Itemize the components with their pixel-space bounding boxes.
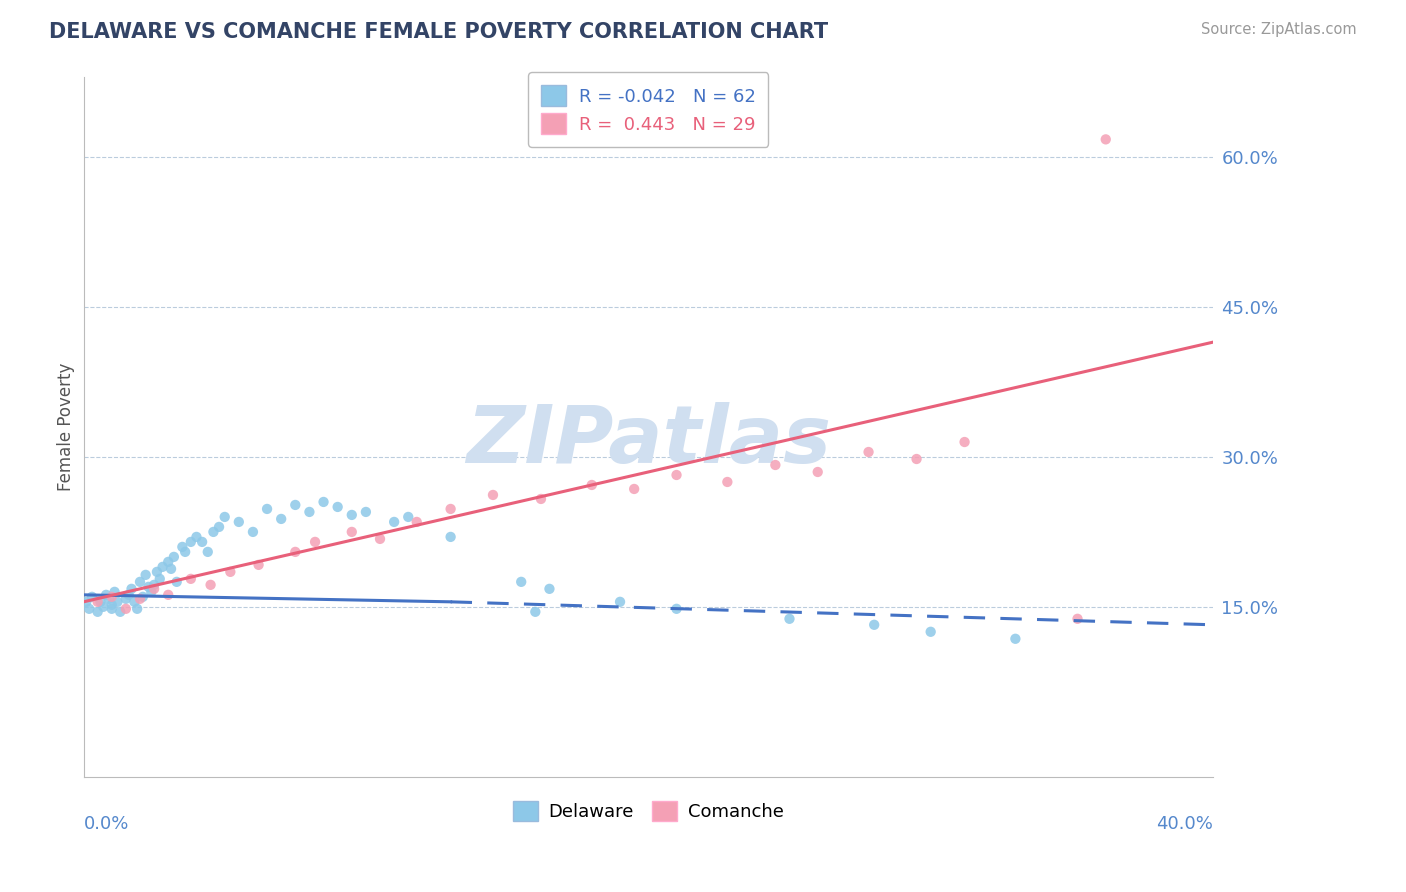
Point xyxy=(326,500,349,514)
Point xyxy=(110,605,132,619)
Point xyxy=(524,605,547,619)
Point xyxy=(530,491,553,506)
Point xyxy=(623,482,645,496)
Point xyxy=(340,524,363,539)
Point xyxy=(166,574,188,589)
Point xyxy=(200,578,222,592)
Point xyxy=(115,591,138,606)
Point xyxy=(174,545,197,559)
Point xyxy=(80,590,103,604)
Point xyxy=(284,498,307,512)
Point xyxy=(89,595,111,609)
Point xyxy=(312,495,335,509)
Point xyxy=(1066,612,1088,626)
Point xyxy=(127,602,149,616)
Point xyxy=(86,605,108,619)
Point xyxy=(228,515,250,529)
Point xyxy=(510,574,533,589)
Point xyxy=(368,532,391,546)
Point xyxy=(121,582,143,596)
Point xyxy=(953,435,976,450)
Point xyxy=(191,535,214,549)
Point xyxy=(665,467,688,482)
Point xyxy=(118,588,141,602)
Point xyxy=(77,602,100,616)
Point xyxy=(138,580,160,594)
Point xyxy=(208,520,231,534)
Point xyxy=(157,555,180,569)
Text: ZIPatlas: ZIPatlas xyxy=(465,402,831,480)
Point xyxy=(143,582,166,596)
Text: DELAWARE VS COMANCHE FEMALE POVERTY CORRELATION CHART: DELAWARE VS COMANCHE FEMALE POVERTY CORR… xyxy=(49,22,828,42)
Point xyxy=(97,591,120,606)
Point xyxy=(382,515,405,529)
Point xyxy=(405,515,427,529)
Point xyxy=(160,562,183,576)
Point xyxy=(609,595,631,609)
Point xyxy=(100,590,122,604)
Point xyxy=(124,595,146,609)
Point xyxy=(152,560,174,574)
Point xyxy=(247,558,270,572)
Point xyxy=(180,572,202,586)
Point xyxy=(146,565,169,579)
Point xyxy=(129,591,152,606)
Point xyxy=(270,512,292,526)
Point xyxy=(256,502,278,516)
Text: Source: ZipAtlas.com: Source: ZipAtlas.com xyxy=(1201,22,1357,37)
Text: 40.0%: 40.0% xyxy=(1156,815,1213,833)
Point xyxy=(858,445,880,459)
Point xyxy=(863,617,886,632)
Point xyxy=(157,588,180,602)
Point xyxy=(115,602,138,616)
Point xyxy=(103,584,125,599)
Point xyxy=(665,602,688,616)
Point xyxy=(135,567,157,582)
Point xyxy=(304,535,326,549)
Point xyxy=(763,458,786,472)
Point xyxy=(439,530,461,544)
Point xyxy=(141,584,163,599)
Point xyxy=(1094,132,1116,146)
Point xyxy=(172,540,194,554)
Point xyxy=(439,502,461,516)
Point xyxy=(202,524,225,539)
Point xyxy=(75,595,97,609)
Text: 0.0%: 0.0% xyxy=(83,815,129,833)
Point xyxy=(807,465,830,479)
Point xyxy=(100,602,122,616)
Point xyxy=(1004,632,1026,646)
Point xyxy=(143,578,166,592)
Point xyxy=(197,545,219,559)
Point xyxy=(298,505,321,519)
Point xyxy=(920,624,942,639)
Point xyxy=(284,545,307,559)
Point xyxy=(91,599,114,614)
Point xyxy=(94,588,117,602)
Point xyxy=(186,530,208,544)
Point xyxy=(779,612,801,626)
Point xyxy=(86,595,108,609)
Point xyxy=(180,535,202,549)
Point xyxy=(214,510,236,524)
Point xyxy=(242,524,264,539)
Point xyxy=(340,508,363,522)
Point xyxy=(132,590,155,604)
Point xyxy=(105,595,128,609)
Point xyxy=(100,598,122,612)
Point xyxy=(581,478,603,492)
Point xyxy=(905,452,928,467)
Point xyxy=(716,475,738,489)
Point xyxy=(219,565,242,579)
Point xyxy=(482,488,505,502)
Point xyxy=(129,574,152,589)
Point xyxy=(538,582,561,596)
Point xyxy=(163,549,186,564)
Point xyxy=(354,505,377,519)
Y-axis label: Female Poverty: Female Poverty xyxy=(58,363,75,491)
Point xyxy=(396,510,419,524)
Point xyxy=(149,572,172,586)
Legend: Delaware, Comanche: Delaware, Comanche xyxy=(503,791,793,830)
